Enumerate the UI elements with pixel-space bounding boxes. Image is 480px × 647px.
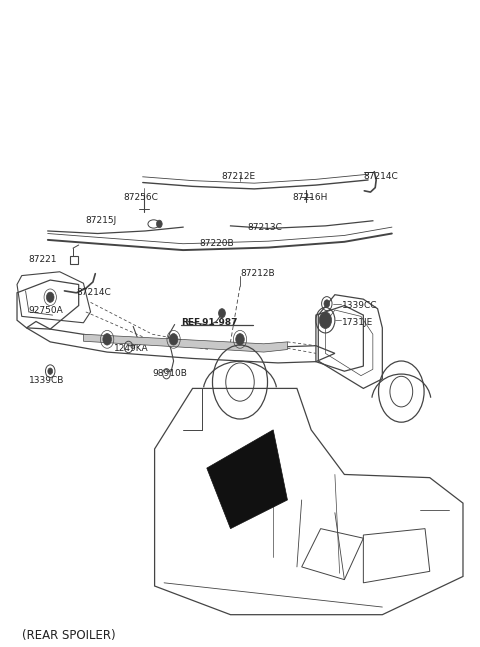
Circle shape — [219, 309, 225, 318]
Text: 87212B: 87212B — [240, 269, 275, 278]
Text: 87214C: 87214C — [363, 171, 398, 181]
Text: 87220B: 87220B — [200, 239, 234, 248]
Circle shape — [47, 292, 54, 302]
Text: (REAR SPOILER): (REAR SPOILER) — [22, 629, 115, 642]
Bar — [70, 256, 78, 264]
Text: 87213C: 87213C — [247, 223, 282, 232]
Text: 1249KA: 1249KA — [114, 344, 149, 353]
Text: 87215J: 87215J — [86, 216, 117, 225]
Text: 87216H: 87216H — [292, 193, 327, 202]
Circle shape — [319, 312, 332, 329]
Polygon shape — [84, 334, 288, 352]
Circle shape — [103, 334, 111, 345]
Text: 87212E: 87212E — [221, 171, 255, 181]
Circle shape — [156, 220, 162, 228]
Text: 87214C: 87214C — [76, 289, 111, 298]
Text: 98910B: 98910B — [152, 369, 187, 378]
Text: 1731JE: 1731JE — [342, 318, 373, 327]
Text: 1339CC: 1339CC — [342, 301, 377, 310]
Text: REF.91-987: REF.91-987 — [180, 318, 237, 327]
Circle shape — [236, 334, 244, 345]
Text: 1339CB: 1339CB — [29, 376, 64, 384]
Text: 87256C: 87256C — [124, 193, 158, 202]
Polygon shape — [207, 430, 288, 529]
Circle shape — [169, 334, 178, 345]
Text: 87221: 87221 — [29, 254, 58, 263]
Circle shape — [48, 368, 53, 375]
Circle shape — [324, 300, 330, 307]
Text: 92750A: 92750A — [29, 305, 64, 314]
